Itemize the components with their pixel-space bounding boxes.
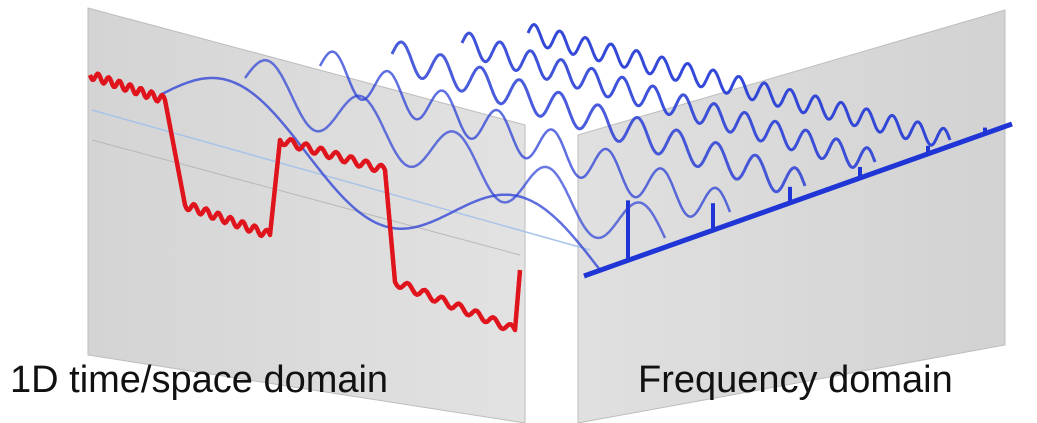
page: 1D time/space domain Frequency domain ((… bbox=[0, 0, 1037, 423]
frequency-domain-label: Frequency domain bbox=[638, 359, 953, 401]
fourier-diagram: 1D time/space domain Frequency domain bbox=[0, 0, 1037, 423]
time-domain-label: 1D time/space domain bbox=[10, 359, 388, 401]
